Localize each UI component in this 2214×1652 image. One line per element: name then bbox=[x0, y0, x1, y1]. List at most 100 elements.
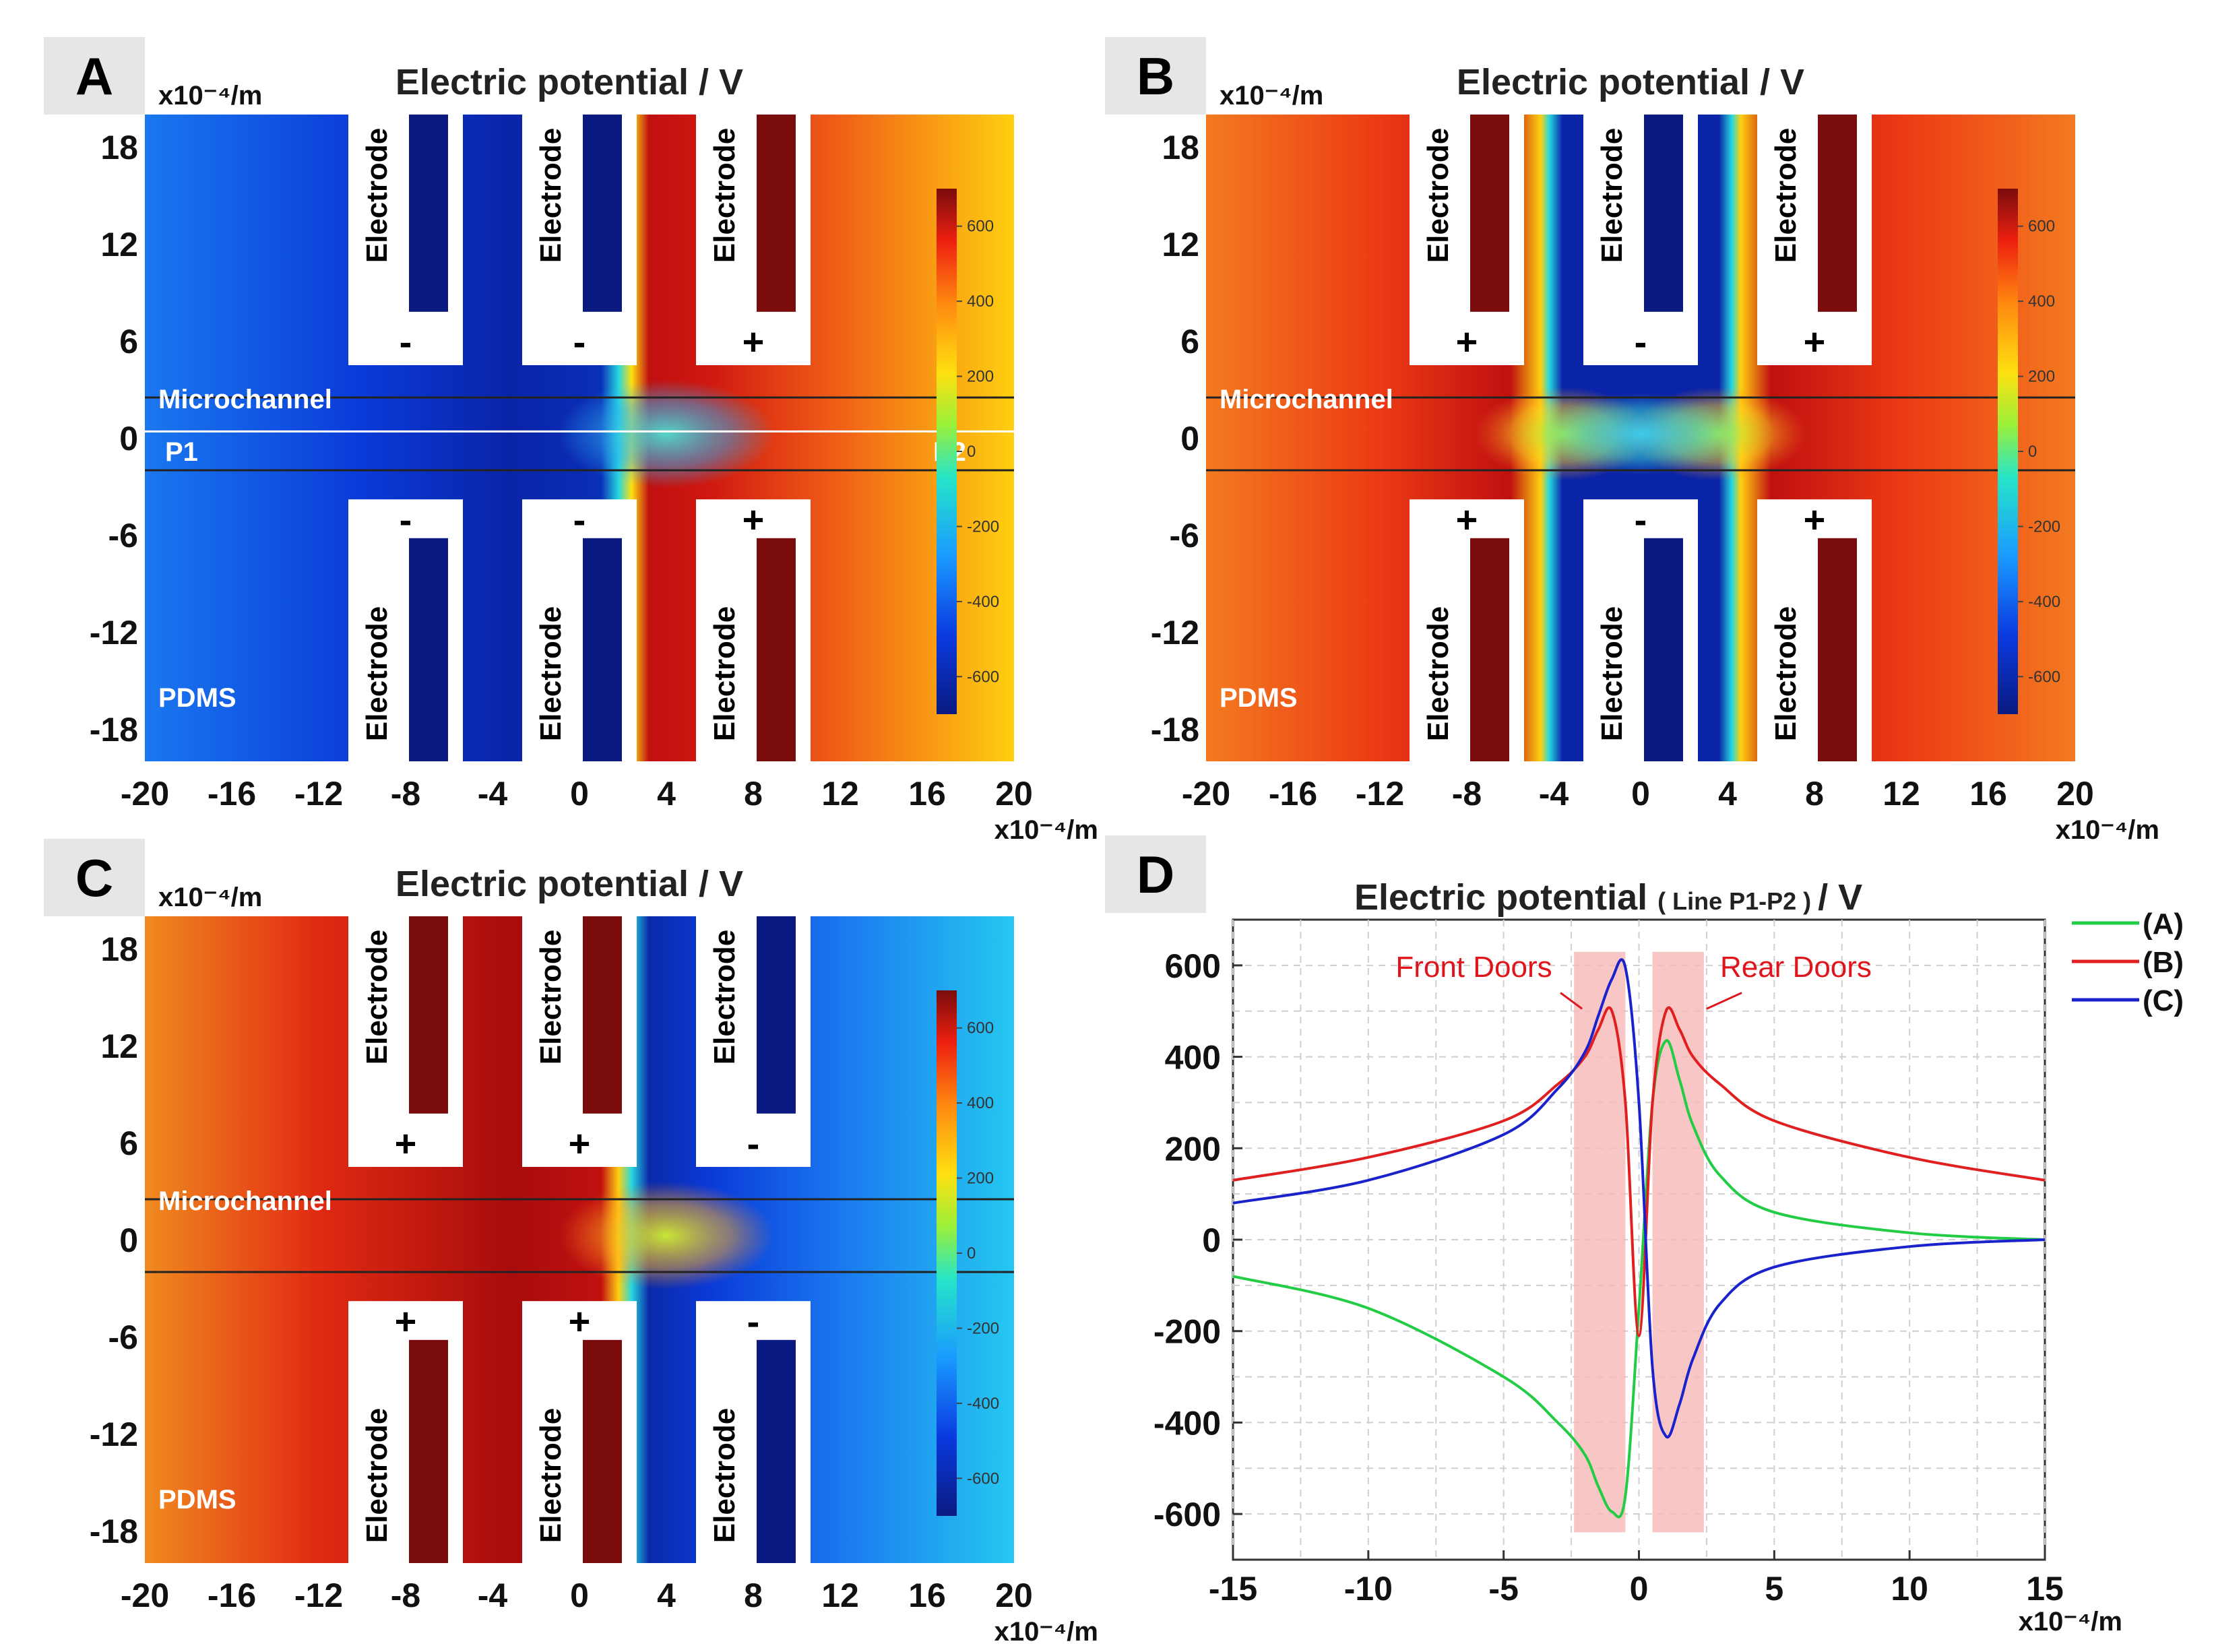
microchannel-label: Microchannel bbox=[1220, 385, 1393, 414]
top-electrode-1: Electrode + bbox=[1410, 115, 1524, 365]
y-tick-label: -18 bbox=[90, 1513, 138, 1550]
x-tick-label: 4 bbox=[657, 1577, 676, 1614]
series-line-c bbox=[1232, 958, 2046, 1439]
x-axis-label: x10⁻⁴/m bbox=[2019, 1607, 2122, 1637]
electrode-bar bbox=[1470, 115, 1509, 312]
x-tick-label: -16 bbox=[208, 775, 256, 813]
top-electrode-3: Electrode - bbox=[696, 916, 811, 1167]
colorbar-tick-label: 0 bbox=[967, 1244, 976, 1263]
electrode-bar bbox=[757, 115, 796, 312]
x-tick-label: -20 bbox=[121, 1577, 169, 1614]
colorbar-tick-label: 600 bbox=[967, 218, 994, 236]
electrode-sign: - bbox=[573, 320, 586, 362]
colorbar-tick-label: 400 bbox=[967, 292, 994, 311]
colorbar-tick-label: 400 bbox=[2028, 292, 2055, 311]
electrode-bar bbox=[1644, 538, 1683, 761]
heatmap-panel-a: A Electric potential / V x10⁻⁴/m x10⁻⁴/m Ele… bbox=[44, 37, 1098, 845]
panel-title: Electric potential / V bbox=[1457, 62, 1804, 102]
x-tick-label: 20 bbox=[995, 775, 1033, 813]
y-tick-label: 18 bbox=[100, 129, 138, 166]
colorbar-tick-label: -400 bbox=[967, 1395, 999, 1413]
x-tick-label: -15 bbox=[1209, 1570, 1257, 1608]
y-tick-label: 200 bbox=[1165, 1130, 1221, 1168]
y-tick-label: -12 bbox=[90, 614, 138, 652]
top-electrode-2: Electrode + bbox=[522, 916, 637, 1167]
x-tick-label: 20 bbox=[995, 1577, 1033, 1614]
bottom-electrode-3: Electrode - bbox=[696, 1300, 811, 1563]
bottom-electrode-3: Electrode + bbox=[1757, 498, 1872, 761]
top-electrode-2: Electrode - bbox=[522, 115, 637, 365]
y-tick-label: 18 bbox=[1162, 129, 1199, 166]
colorbar-tick-label: 200 bbox=[2028, 368, 2055, 386]
channel-glow bbox=[559, 380, 774, 488]
top-electrode-1: Electrode - bbox=[348, 115, 463, 365]
bottom-electrode-2: Electrode - bbox=[1583, 498, 1698, 761]
bottom-electrode-3: Electrode + bbox=[696, 498, 811, 761]
electrode-bar bbox=[1470, 538, 1509, 761]
panel-letter: A bbox=[75, 46, 113, 106]
electrode-bar bbox=[1818, 538, 1857, 761]
colorbar-tick-label: 600 bbox=[2028, 218, 2055, 236]
electrode-bar bbox=[409, 1339, 448, 1563]
panel-letter-box bbox=[1105, 37, 1206, 115]
x-tick-label: 8 bbox=[744, 1577, 763, 1614]
colorbar-tick-label: -600 bbox=[2028, 668, 2060, 686]
electrode-sign: + bbox=[569, 1300, 591, 1342]
y-tick-label: -18 bbox=[1151, 711, 1199, 749]
panel-title: Electric potential ( Line P1-P2 ) / V bbox=[1354, 877, 1862, 918]
electrode-label: Electrode bbox=[360, 606, 393, 742]
x-tick-label: -5 bbox=[1488, 1570, 1518, 1608]
electrode-sign: + bbox=[1804, 498, 1826, 540]
y-tick-label: -400 bbox=[1153, 1404, 1221, 1442]
bottom-electrode-2: Electrode - bbox=[522, 498, 637, 761]
x-tick-label: -8 bbox=[391, 1577, 420, 1614]
top-electrode-1: Electrode + bbox=[348, 916, 463, 1167]
y-tick-label: -18 bbox=[90, 711, 138, 749]
electrode-bar bbox=[583, 916, 622, 1114]
panel-letter-box bbox=[44, 37, 145, 115]
x-tick-label: 20 bbox=[2056, 775, 2094, 813]
panel-letter: D bbox=[1137, 845, 1174, 904]
x-axis-unit: x10⁻⁴/m bbox=[994, 1617, 1098, 1647]
colorbar-tick-label: 200 bbox=[967, 368, 994, 386]
y-tick-label: 12 bbox=[100, 226, 138, 263]
electrode-label: Electrode bbox=[534, 128, 567, 263]
panel-title: Electric potential / V bbox=[396, 62, 743, 102]
colorbar-tick-label: 200 bbox=[967, 1170, 994, 1188]
electrode-label: Electrode bbox=[1422, 606, 1455, 742]
colorbar-tick-label: 0 bbox=[2028, 443, 2037, 461]
electrode-label: Electrode bbox=[360, 128, 393, 263]
title-unit: / V bbox=[1818, 877, 1862, 918]
legend-label: (C) bbox=[2143, 984, 2184, 1017]
heatmap-panel-c: C Electric potential / V x10⁻⁴/m x10⁻⁴/m Ele… bbox=[44, 839, 1098, 1647]
electrode-sign: - bbox=[400, 498, 412, 540]
electrode-bar bbox=[1818, 115, 1857, 312]
y-tick-label: -200 bbox=[1153, 1313, 1221, 1351]
electrode-sign: + bbox=[1456, 320, 1478, 362]
x-tick-label: 12 bbox=[821, 1577, 859, 1614]
electrode-sign: - bbox=[1635, 320, 1647, 362]
colorbar bbox=[937, 189, 957, 714]
electrode-label: Electrode bbox=[1595, 128, 1628, 263]
door-region bbox=[1574, 951, 1626, 1533]
y-tick-label: 18 bbox=[100, 930, 138, 968]
electrode-sign: + bbox=[395, 1122, 417, 1164]
annotation-rear-doors: Rear Doors bbox=[1720, 951, 1872, 984]
line-plot-panel-d: D Electric potential ( Line P1-P2 ) / V Fr… bbox=[1105, 835, 2184, 1637]
x-tick-label: 8 bbox=[744, 775, 763, 813]
electrode-sign: - bbox=[1635, 498, 1647, 540]
p1-label: P1 bbox=[165, 437, 198, 467]
x-tick-label: 0 bbox=[1631, 775, 1650, 813]
heatmap-panel-b: B Electric potential / V x10⁻⁴/m x10⁻⁴/m Ele… bbox=[1105, 37, 2159, 845]
y-tick-label: 0 bbox=[1202, 1221, 1221, 1259]
y-tick-label: -12 bbox=[1151, 614, 1199, 652]
panel-title: Electric potential / V bbox=[396, 864, 743, 904]
x-tick-label: 0 bbox=[1630, 1570, 1649, 1608]
electrode-bar bbox=[409, 538, 448, 761]
electrode-bar bbox=[409, 916, 448, 1114]
panel-letter-box bbox=[44, 839, 145, 916]
y-tick-label: 12 bbox=[1162, 226, 1199, 263]
pdms-label: PDMS bbox=[1220, 683, 1298, 713]
electrode-sign: - bbox=[747, 1122, 760, 1164]
electrode-label: Electrode bbox=[534, 1408, 567, 1544]
